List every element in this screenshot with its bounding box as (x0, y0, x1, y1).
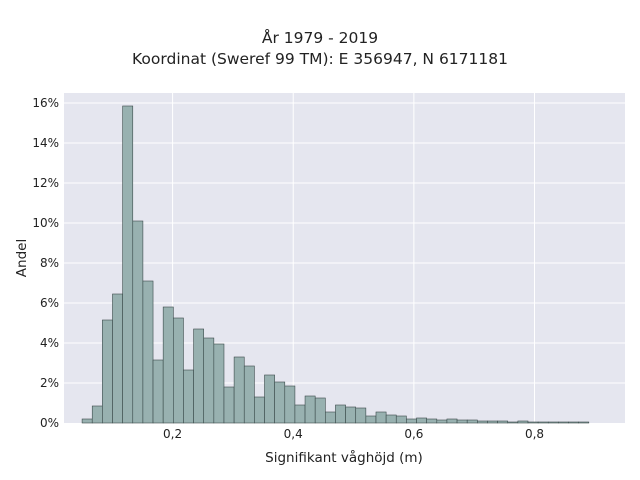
grid-lines (64, 93, 625, 423)
histogram-bar (426, 418, 438, 424)
histogram-bar (325, 411, 336, 424)
histogram-bar (395, 415, 407, 424)
histogram-bar (527, 421, 539, 424)
histogram-bar (284, 385, 296, 424)
histogram-bar (365, 415, 377, 424)
y-tick-label: 16% (32, 96, 59, 110)
histogram-bar (547, 421, 559, 424)
histogram-bar (345, 406, 357, 424)
histogram-bar (223, 386, 235, 424)
chart-title-line-1: År 1979 - 2019 (261, 29, 379, 47)
x-tick-label: 0,8 (525, 427, 544, 441)
histogram-bar (162, 306, 174, 424)
x-tick-label: 0,6 (404, 427, 423, 441)
histogram-bar (112, 293, 123, 424)
histogram-bar (213, 343, 225, 424)
histogram-bar (375, 411, 387, 424)
histogram-bar (406, 418, 417, 424)
histogram-bar (558, 421, 569, 424)
y-tick-label: 14% (32, 136, 59, 150)
histogram-bar (568, 421, 579, 424)
histogram-bar (81, 418, 93, 424)
histogram-bar (152, 359, 164, 424)
y-axis-label: Andel (14, 239, 30, 277)
histogram-bar (304, 395, 316, 424)
histogram-bars (81, 105, 590, 424)
histogram-bar (477, 420, 488, 424)
x-axis-ticks: 0,2 0,4 0,6 0,8 (163, 427, 544, 441)
histogram-bar (578, 421, 590, 424)
histogram-bar (122, 105, 134, 424)
histogram-bar (173, 317, 184, 424)
histogram-bar (294, 404, 306, 424)
x-tick-label: 0,2 (163, 427, 182, 441)
histogram-bar (142, 280, 154, 424)
histogram-bar (497, 420, 509, 424)
histogram-bar (274, 381, 286, 424)
histogram-bar (517, 420, 529, 424)
histogram-bar (91, 405, 103, 424)
histogram-bar (537, 421, 549, 424)
histogram-bar (355, 407, 367, 424)
histogram-bar (243, 365, 255, 424)
y-tick-label: 2% (40, 376, 59, 390)
histogram-bar (466, 419, 478, 424)
histogram-bar (314, 397, 326, 424)
y-axis-ticks: 0% 2% 4% 6% 8% 10% 12% 14% 16% (32, 96, 59, 430)
histogram-bar (416, 417, 427, 424)
histogram-bar (487, 420, 498, 424)
histogram-bar (335, 404, 346, 424)
histogram-bar (132, 220, 144, 424)
histogram-bar (203, 337, 215, 424)
y-tick-label: 12% (32, 176, 59, 190)
histogram-bar (233, 356, 245, 424)
histogram-bar (254, 396, 265, 424)
histogram-bar (385, 414, 397, 424)
histogram-bar (264, 374, 275, 424)
histogram-bar (183, 369, 194, 424)
y-tick-label: 10% (32, 216, 59, 230)
y-tick-label: 4% (40, 336, 59, 350)
y-tick-label: 6% (40, 296, 59, 310)
chart-title-line-2: Koordinat (Sweref 99 TM): E 356947, N 61… (132, 50, 508, 68)
x-axis-label: Signifikant våghöjd (m) (265, 449, 423, 466)
histogram-bar (436, 419, 448, 424)
y-tick-label: 8% (40, 256, 59, 270)
histogram-bar (456, 419, 468, 424)
histogram-bar (102, 319, 113, 424)
histogram-bar (193, 328, 205, 424)
histogram-bar (507, 421, 519, 424)
x-tick-label: 0,4 (284, 427, 303, 441)
y-tick-label: 0% (40, 416, 59, 430)
histogram-bar (446, 418, 458, 424)
